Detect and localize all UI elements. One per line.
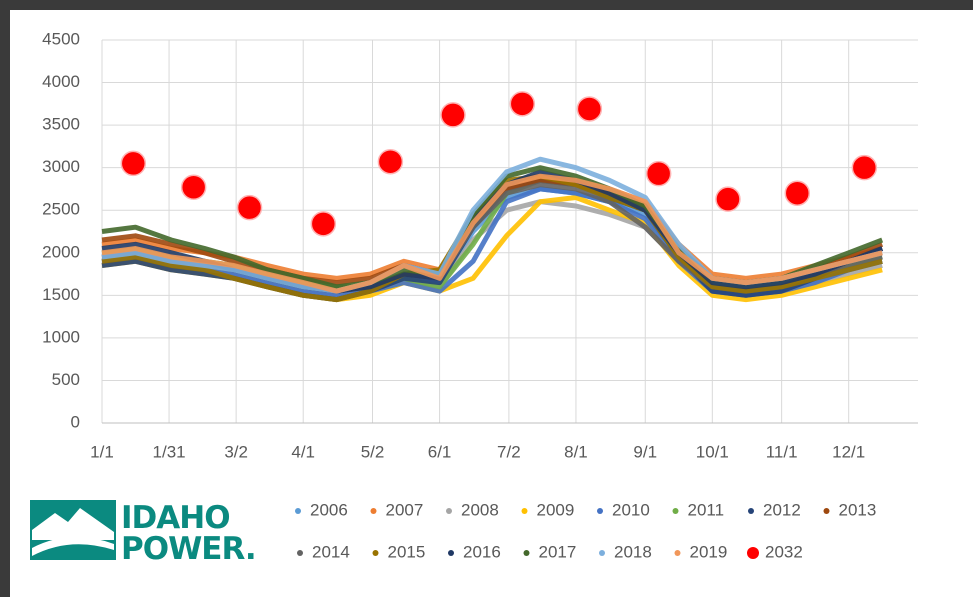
- legend-label: 2012: [763, 500, 801, 519]
- legend-label: 2011: [688, 500, 725, 519]
- plot-area: [101, 91, 884, 303]
- legend-label: 2008: [461, 500, 499, 519]
- y-tick-label: 2000: [42, 242, 80, 261]
- y-tick-label: 4500: [42, 29, 80, 48]
- y-tick-label: 500: [52, 370, 80, 389]
- x-tick-label: 11/1: [766, 442, 798, 461]
- legend-marker: [297, 550, 303, 556]
- x-tick-label: 1/1: [90, 442, 114, 461]
- legend-marker: [521, 508, 528, 514]
- marker: [715, 186, 741, 212]
- legend-marker: [823, 508, 830, 514]
- marker: [576, 96, 603, 122]
- legend-label: 2015: [388, 542, 426, 561]
- x-tick-label: 5/2: [361, 442, 385, 461]
- marker: [180, 174, 207, 200]
- logo-text: POWER.: [121, 531, 256, 567]
- marker: [509, 91, 536, 117]
- y-tick-label: 3000: [42, 157, 80, 176]
- legend-marker: [747, 547, 759, 559]
- y-tick-label: 0: [71, 412, 80, 431]
- y-tick-label: 2500: [42, 200, 80, 219]
- x-tick-label: 12/1: [832, 442, 865, 461]
- legend-marker: [599, 550, 605, 556]
- legend-label: 2013: [839, 500, 877, 519]
- legend-marker: [372, 550, 379, 556]
- legend-label: 2018: [614, 542, 652, 561]
- legend-label: 2019: [690, 542, 728, 561]
- y-tick-label: 1500: [42, 285, 80, 304]
- marker: [784, 180, 811, 206]
- marker: [645, 160, 672, 187]
- legend-marker: [448, 550, 454, 556]
- x-tick-label: 7/2: [497, 442, 521, 461]
- legend-label: 2007: [386, 500, 424, 519]
- legend-label: 2016: [463, 542, 501, 561]
- y-tick-label: 3500: [42, 115, 80, 134]
- marker: [440, 102, 466, 128]
- logo: IDAHO POWER.: [28, 497, 265, 567]
- legend-label: 2014: [312, 542, 350, 561]
- marker: [310, 211, 337, 237]
- x-tick-label: 6/1: [428, 442, 452, 461]
- legend-marker: [597, 508, 603, 514]
- x-tick-label: 10/1: [696, 442, 729, 461]
- x-tick-label: 8/1: [564, 442, 588, 461]
- logo-text: IDAHO: [121, 500, 230, 536]
- legend-label: 2009: [537, 500, 575, 519]
- legend-marker: [523, 550, 530, 556]
- marker: [236, 194, 263, 221]
- x-tick-label: 9/1: [633, 442, 657, 461]
- marker: [377, 148, 404, 175]
- legend-label: 2010: [612, 500, 650, 519]
- logo-wave: [32, 536, 114, 556]
- legend-label: 2017: [539, 542, 577, 561]
- marker: [120, 150, 147, 177]
- y-tick-label: 4000: [42, 72, 80, 91]
- legend-marker: [370, 508, 377, 514]
- logo-mountain: [32, 508, 114, 540]
- legend-marker: [748, 508, 754, 514]
- y-tick-label: 1000: [42, 327, 80, 346]
- legend-marker: [295, 508, 301, 514]
- legend-marker: [446, 508, 452, 514]
- x-tick-label: 3/2: [224, 442, 248, 461]
- legend-label: 2006: [310, 500, 348, 519]
- legend-marker: [672, 508, 679, 514]
- x-tick-label: 1/31: [153, 442, 186, 461]
- legend-label: 2032: [765, 542, 803, 561]
- x-tick-label: 4/1: [291, 442, 315, 461]
- legend-marker: [674, 550, 681, 556]
- marker: [851, 154, 878, 181]
- series-line: [101, 173, 883, 294]
